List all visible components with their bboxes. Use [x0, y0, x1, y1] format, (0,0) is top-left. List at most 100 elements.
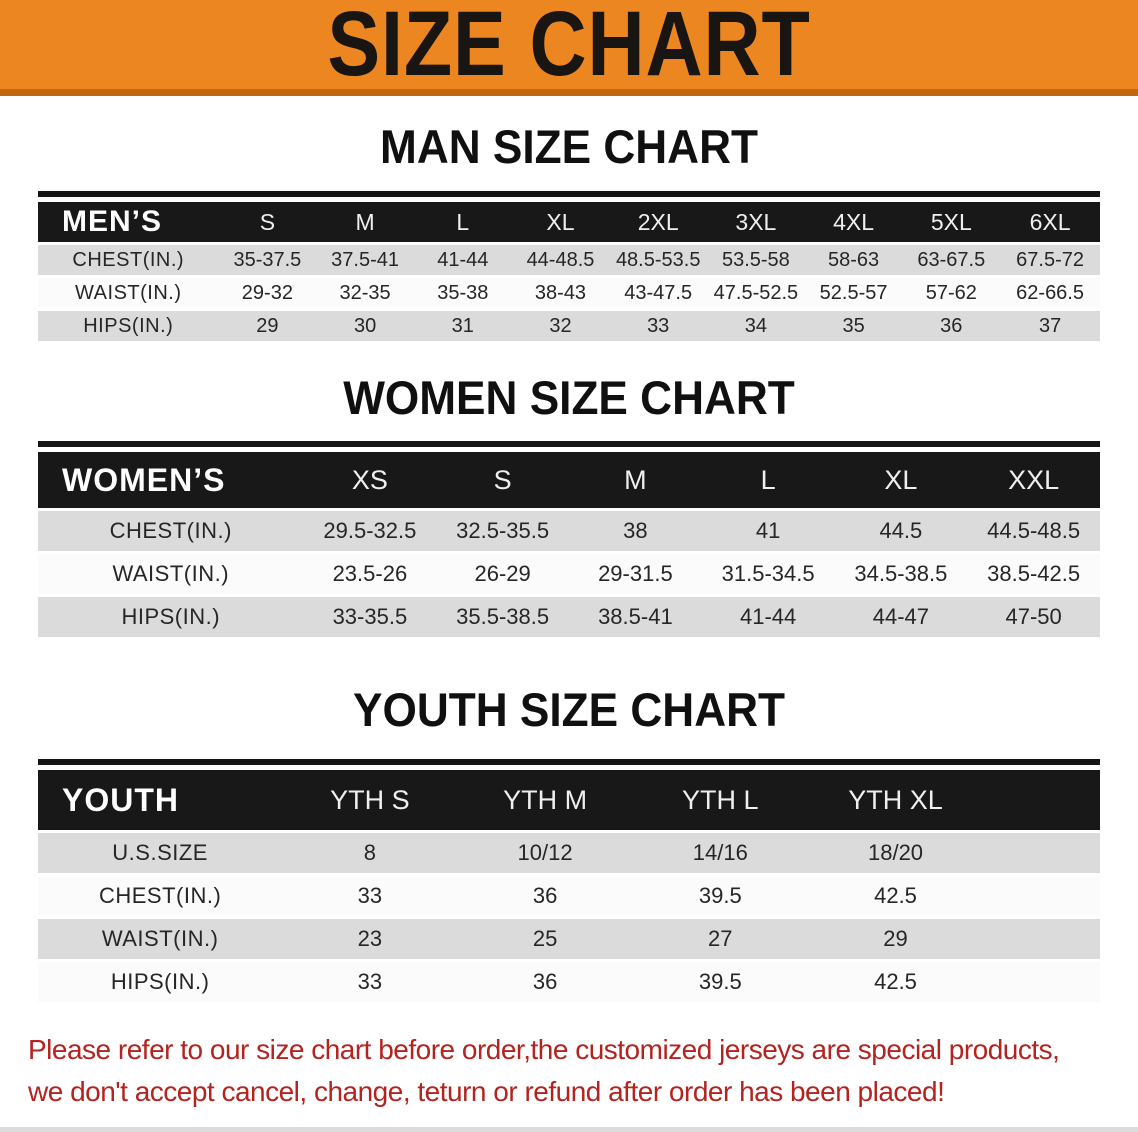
size-column-header: YTH L — [632, 770, 808, 830]
size-column-header: L — [701, 452, 835, 508]
measurement-row-label: CHEST(IN.) — [38, 876, 283, 916]
measurement-row: CHEST(IN.) 33 36 39.5 42.5 — [38, 876, 1100, 916]
size-column-header: 2XL — [609, 202, 708, 242]
size-value-cell: 41 — [701, 511, 835, 551]
size-column-header: 3XL — [707, 202, 805, 242]
size-column-header: 6XL — [1000, 202, 1100, 242]
header-filler — [983, 770, 1100, 830]
size-column-header: S — [436, 452, 569, 508]
size-column-header: 5XL — [902, 202, 1001, 242]
measurement-row: U.S.SIZE 8 10/12 14/16 18/20 — [38, 833, 1100, 873]
women-size-table: WOMEN’S XS S M L XL XXL CHEST(IN.) 29.5-32.5 32.… — [38, 449, 1100, 640]
size-value-cell: 10/12 — [457, 833, 633, 873]
size-value-cell: 44.5-48.5 — [967, 511, 1100, 551]
size-value-cell: 43-47.5 — [609, 278, 708, 308]
youth-section-heading: YOUTH SIZE CHART — [353, 683, 785, 736]
size-column-header: M — [569, 452, 702, 508]
size-value-cell: 36 — [902, 311, 1001, 341]
size-value-cell: 44.5 — [834, 511, 968, 551]
size-column-header: YTH M — [457, 770, 633, 830]
measurement-row: WAIST(IN.) 23 25 27 29 — [38, 919, 1100, 959]
measurement-row-label: WAIST(IN.) — [38, 278, 219, 308]
measurement-row: HIPS(IN.) 33 36 39.5 42.5 — [38, 962, 1100, 1002]
size-header-row: YOUTH YTH S YTH M YTH L YTH XL — [38, 770, 1100, 830]
measurement-row: CHEST(IN.) 29.5-32.5 32.5-35.5 38 41 44.5 44.5… — [38, 511, 1100, 551]
size-column-header: 4XL — [804, 202, 903, 242]
size-value-cell: 33 — [609, 311, 708, 341]
size-value-cell: 25 — [457, 919, 633, 959]
measurement-row-label: CHEST(IN.) — [38, 511, 304, 551]
size-value-cell: 38.5-42.5 — [967, 554, 1100, 594]
row-filler — [983, 919, 1100, 959]
size-value-cell: 27 — [632, 919, 808, 959]
measurement-row: CHEST(IN.) 35-37.5 37.5-41 41-44 44-48.5 48.5… — [38, 245, 1100, 275]
size-value-cell: 29 — [218, 311, 317, 341]
size-value-cell: 14/16 — [632, 833, 808, 873]
measurement-row-label: CHEST(IN.) — [38, 245, 219, 275]
size-value-cell: 8 — [282, 833, 458, 873]
size-value-cell: 23 — [282, 919, 458, 959]
size-value-cell: 33 — [282, 876, 458, 916]
size-value-cell: 44-48.5 — [511, 245, 610, 275]
youth-group-label: YOUTH — [38, 770, 283, 830]
size-value-cell: 38 — [569, 511, 702, 551]
size-value-cell: 29 — [807, 919, 984, 959]
size-value-cell: 58-63 — [804, 245, 903, 275]
size-value-cell: 67.5-72 — [1000, 245, 1100, 275]
measurement-row-label: WAIST(IN.) — [38, 919, 283, 959]
size-column-header: YTH S — [282, 770, 458, 830]
size-table-wrap: WOMEN’S XS S M L XL XXL CHEST(IN.) 29.5-32.5 32.… — [38, 441, 1100, 640]
size-value-cell: 34.5-38.5 — [834, 554, 968, 594]
women-section-heading: WOMEN SIZE CHART — [343, 371, 795, 424]
bottom-edge-strip — [0, 1127, 1138, 1132]
size-value-cell: 36 — [457, 876, 633, 916]
size-value-cell: 41-44 — [413, 245, 512, 275]
size-value-cell: 31.5-34.5 — [701, 554, 835, 594]
size-table-wrap: MEN’S S M L XL 2XL 3XL 4XL 5XL 6XL CHEST(IN.) 35-3… — [38, 191, 1100, 344]
size-header-row: MEN’S S M L XL 2XL 3XL 4XL 5XL 6XL — [38, 202, 1100, 242]
size-sections: MAN SIZE CHART MEN’S S M L XL 2XL 3XL 4XL 5XL 6XL… — [0, 123, 1138, 1005]
size-column-header: S — [218, 202, 317, 242]
size-value-cell: 32.5-35.5 — [436, 511, 569, 551]
size-value-cell: 37.5-41 — [316, 245, 414, 275]
size-value-cell: 32 — [511, 311, 610, 341]
row-filler — [983, 962, 1100, 1002]
size-value-cell: 30 — [316, 311, 414, 341]
measurement-row-label: U.S.SIZE — [38, 833, 283, 873]
size-value-cell: 29-32 — [218, 278, 317, 308]
size-value-cell: 44-47 — [834, 597, 968, 637]
size-value-cell: 32-35 — [316, 278, 414, 308]
size-value-cell: 38-43 — [511, 278, 610, 308]
size-column-header: XS — [303, 452, 437, 508]
size-column-header: M — [316, 202, 414, 242]
size-value-cell: 57-62 — [902, 278, 1001, 308]
row-filler — [983, 876, 1100, 916]
men-group-label: MEN’S — [38, 202, 219, 242]
size-value-cell: 52.5-57 — [804, 278, 903, 308]
size-header-row: WOMEN’S XS S M L XL XXL — [38, 452, 1100, 508]
footer-notice: Please refer to our size chart before or… — [28, 1029, 1138, 1113]
size-value-cell: 31 — [413, 311, 512, 341]
measurement-row: HIPS(IN.) 29 30 31 32 33 34 35 36 37 — [38, 311, 1100, 341]
size-value-cell: 37 — [1000, 311, 1100, 341]
women-size-section: WOMEN SIZE CHART WOMEN’S XS S M L XL XXL CHEST… — [0, 374, 1138, 640]
size-column-header: XL — [511, 202, 610, 242]
size-value-cell: 18/20 — [807, 833, 984, 873]
notice-line-2: we don't accept cancel, change, teturn o… — [28, 1076, 945, 1107]
size-value-cell: 33-35.5 — [303, 597, 437, 637]
men-size-section: MAN SIZE CHART MEN’S S M L XL 2XL 3XL 4XL 5XL 6XL… — [0, 123, 1138, 344]
measurement-row-label: HIPS(IN.) — [38, 962, 283, 1002]
size-value-cell: 35.5-38.5 — [436, 597, 569, 637]
size-value-cell: 47.5-52.5 — [707, 278, 805, 308]
size-value-cell: 62-66.5 — [1000, 278, 1100, 308]
measurement-row: WAIST(IN.) 23.5-26 26-29 29-31.5 31.5-34.5 34… — [38, 554, 1100, 594]
size-value-cell: 23.5-26 — [303, 554, 437, 594]
measurement-row-label: WAIST(IN.) — [38, 554, 304, 594]
size-value-cell: 36 — [457, 962, 633, 1002]
size-value-cell: 42.5 — [807, 962, 984, 1002]
size-value-cell: 63-67.5 — [902, 245, 1001, 275]
size-value-cell: 42.5 — [807, 876, 984, 916]
size-value-cell: 35-37.5 — [218, 245, 317, 275]
youth-size-section: YOUTH SIZE CHART YOUTH YTH S YTH M YTH L YTH… — [0, 686, 1138, 1005]
banner-title: SIZE CHART — [327, 0, 811, 95]
